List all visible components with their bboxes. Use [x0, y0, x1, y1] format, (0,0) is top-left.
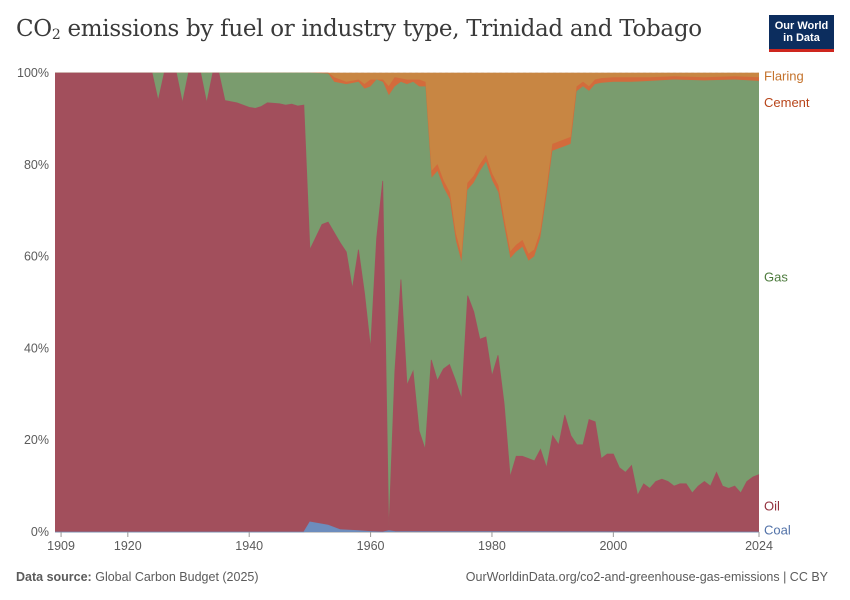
y-tick-label: 60% — [24, 250, 49, 264]
data-source: Data source: Global Carbon Budget (2025) — [16, 570, 259, 584]
x-tick-label: 1909 — [47, 539, 75, 553]
legend-coal[interactable]: Coal — [764, 523, 791, 538]
area-oil[interactable] — [55, 73, 759, 532]
y-tick-label: 100% — [17, 66, 49, 80]
x-tick-label: 2000 — [599, 539, 627, 553]
x-tick-label: 1960 — [357, 539, 385, 553]
legend-cement[interactable]: Cement — [764, 95, 810, 110]
legend-flaring[interactable]: Flaring — [764, 69, 804, 84]
x-tick-label: 1940 — [235, 539, 263, 553]
y-tick-label: 40% — [24, 341, 49, 355]
area-edge-coal — [55, 521, 760, 533]
logo-line-1: Our World — [774, 20, 829, 32]
logo-line-2: in Data — [783, 32, 820, 44]
x-axis-ticks: 1909 1920 1940 1960 1980 2000 2024 — [47, 532, 773, 553]
legend: Coal Oil Gas Cement Flaring — [764, 69, 810, 538]
y-tick-label: 80% — [24, 158, 49, 172]
legend-oil[interactable]: Oil — [764, 498, 780, 513]
owid-logo[interactable]: Our World in Data — [769, 15, 834, 52]
y-axis-ticks: 0% 20% 40% 60% 80% 100% — [17, 66, 49, 539]
chart-title: CO2 emissions by fuel or industry type, … — [16, 16, 702, 43]
area-edge-cement — [55, 72, 760, 257]
y-tick-label: 20% — [24, 433, 49, 447]
y-tick-label: 0% — [31, 525, 49, 539]
x-tick-label: 1920 — [114, 539, 142, 553]
x-tick-label: 2024 — [745, 539, 773, 553]
series-areas — [55, 72, 760, 533]
source-url[interactable]: OurWorldinData.org/co2-and-greenhouse-ga… — [465, 570, 828, 584]
area-edge-oil — [55, 72, 760, 533]
x-tick-label: 1980 — [478, 539, 506, 553]
area-edge-gas — [55, 72, 760, 264]
legend-gas[interactable]: Gas — [764, 269, 788, 284]
